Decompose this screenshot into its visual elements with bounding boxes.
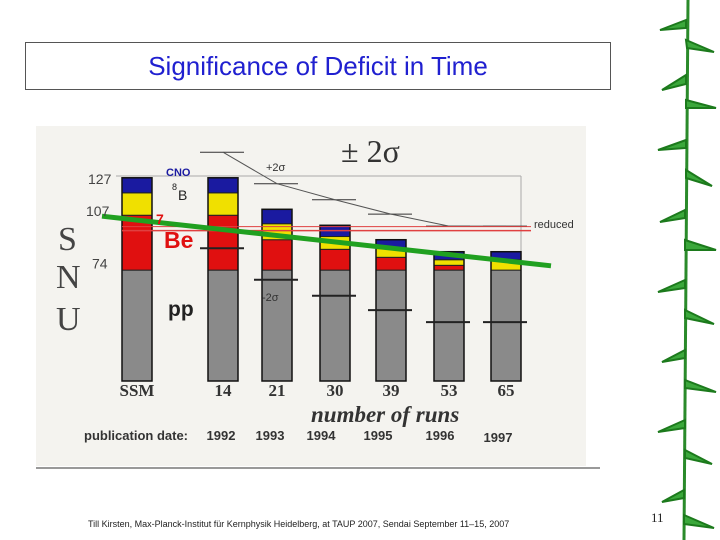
bar-outline (319, 224, 351, 382)
slide-footer: Till Kirsten, Max-Planck-Institut für Ke… (88, 519, 510, 529)
bar-b8 (433, 259, 465, 266)
x-tick-label: SSM (120, 381, 155, 400)
bar-pp (375, 269, 407, 382)
bar-be7 (121, 214, 153, 271)
y-tick-labels: 127 107 74 (86, 171, 112, 272)
y-tick-label: 127 (88, 171, 112, 187)
bar-outline (490, 250, 522, 382)
sigma-label: ± 2σ (341, 133, 400, 169)
publication-dates: 1992 1993 1994 1995 1996 1997 (207, 428, 513, 445)
x-tick-label: 30 (327, 381, 344, 400)
be7-mass-number: 7 (156, 211, 164, 227)
publication-date: 1993 (256, 428, 285, 443)
x-tick-label: 65 (498, 381, 515, 400)
x-tick-label: 21 (269, 381, 286, 400)
bar-outline (121, 177, 153, 382)
bar-pp (433, 269, 465, 382)
bar-be7 (261, 239, 293, 271)
bar-pp (207, 269, 239, 382)
bar-be7 (375, 256, 407, 271)
b8-series-label: B (178, 187, 187, 203)
publication-date: 1996 (426, 428, 455, 443)
bar-outline (433, 250, 465, 382)
bar-be7 (319, 248, 351, 271)
y-axis-label: S N U (56, 221, 81, 338)
bar-cno (121, 177, 153, 194)
slide-title: Significance of Deficit in Time (148, 50, 488, 81)
y-tick-label: 74 (92, 256, 108, 272)
title-box: Significance of Deficit in Time (25, 42, 611, 90)
x-tick-label: 14 (215, 381, 233, 400)
bar-b8 (207, 192, 239, 216)
bamboo-decoration (657, 0, 717, 540)
bar-pp (121, 269, 153, 382)
bar-be7 (207, 214, 239, 271)
bar-cno (261, 208, 293, 225)
publication-date: 1992 (207, 428, 236, 443)
reduced-label: reduced (534, 219, 574, 231)
ylabel-letter-s: S (58, 221, 77, 258)
bar-outline (261, 208, 293, 382)
x-tick-label: 53 (441, 381, 458, 400)
bar-b8 (121, 192, 153, 216)
publication-date: 1995 (364, 428, 393, 443)
x-axis-label: number of runs (311, 402, 459, 427)
x-tick-labels: SSM 14 21 30 39 53 65 (120, 381, 515, 400)
bar-pp (490, 269, 522, 382)
plus-2sigma-label: +2σ (266, 162, 286, 174)
y-tick-label: 107 (86, 203, 110, 219)
cno-series-label: CNO (166, 167, 191, 179)
ylabel-letter-u: U (56, 301, 81, 338)
ylabel-letter-n: N (56, 259, 81, 296)
bar-pp (261, 269, 293, 382)
bar-outline (207, 177, 239, 382)
bar-be7 (433, 264, 465, 271)
pp-series-label: pp (168, 298, 194, 321)
b8-mass-number: 8 (172, 182, 177, 192)
publication-date: 1994 (307, 428, 337, 443)
publication-date: 1997 (484, 430, 513, 445)
publication-date-label: publication date: (84, 428, 188, 443)
bar-group (101, 151, 552, 382)
x-tick-label: 39 (383, 381, 400, 400)
be7-series-label: Be (164, 227, 193, 253)
page-number: 11 (651, 510, 664, 525)
bar-cno (207, 177, 239, 194)
bar-pp (319, 269, 351, 382)
trend-line (101, 213, 552, 269)
minus-2sigma-label: -2σ (262, 292, 279, 304)
